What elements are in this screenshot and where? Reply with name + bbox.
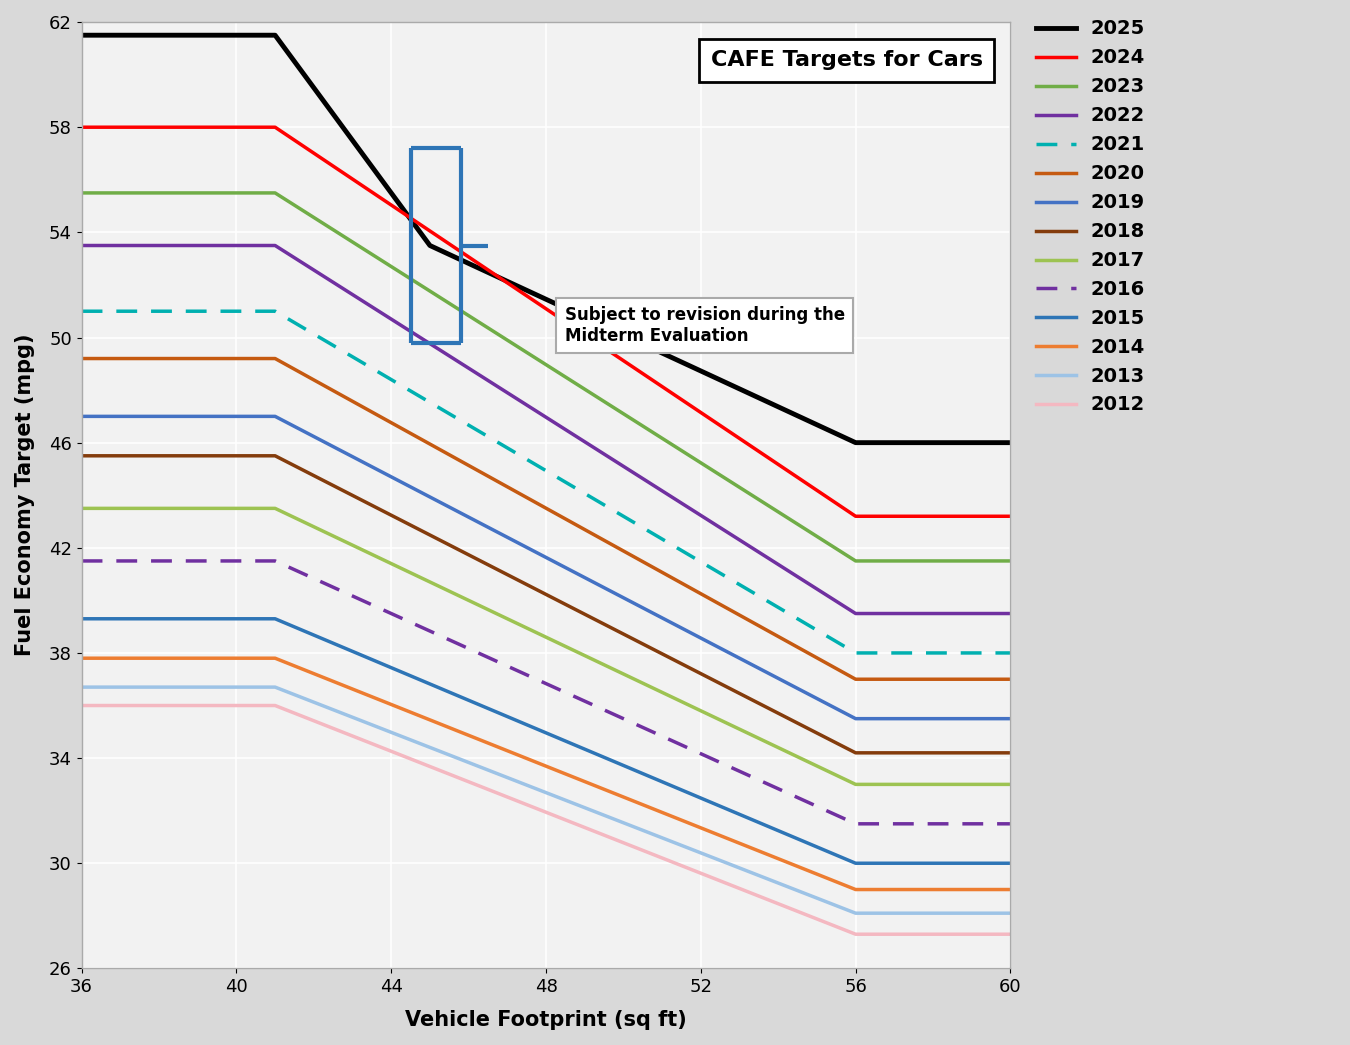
- Legend: 2025, 2024, 2023, 2022, 2021, 2020, 2019, 2018, 2017, 2016, 2015, 2014, 2013, 20: 2025, 2024, 2023, 2022, 2021, 2020, 2019…: [1029, 13, 1152, 422]
- Y-axis label: Fuel Economy Target (mpg): Fuel Economy Target (mpg): [15, 334, 35, 656]
- Text: Subject to revision during the
Midterm Evaluation: Subject to revision during the Midterm E…: [564, 306, 845, 345]
- X-axis label: Vehicle Footprint (sq ft): Vehicle Footprint (sq ft): [405, 1011, 687, 1030]
- Text: CAFE Targets for Cars: CAFE Targets for Cars: [710, 50, 983, 70]
